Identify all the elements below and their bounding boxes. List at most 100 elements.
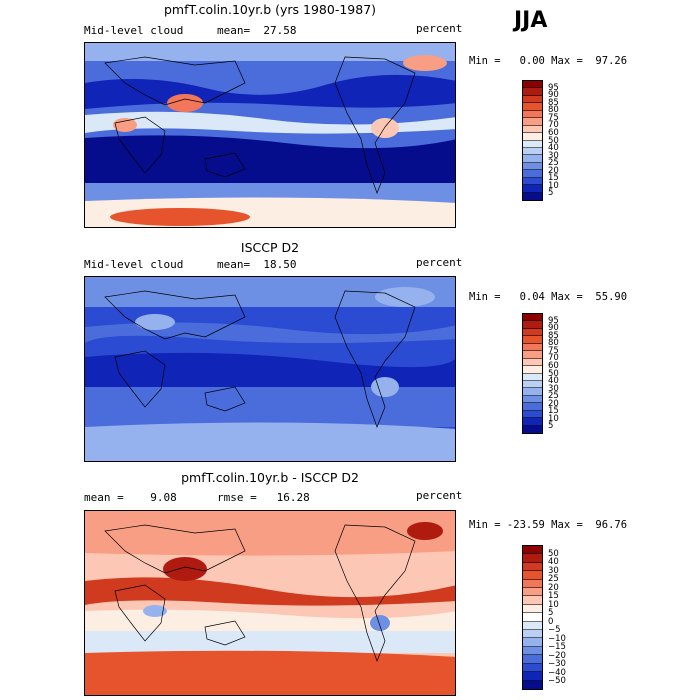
colorbar-swatch [523, 162, 542, 171]
colorbar-swatch [523, 388, 542, 396]
colorbar-swatch [523, 133, 542, 141]
colorbar-tick-label: −20 [548, 650, 566, 661]
panel-2-units: percent [416, 256, 463, 269]
panel-3-left-label: mean = 9.08 [84, 491, 177, 504]
colorbar-tick-label: 40 [548, 557, 559, 568]
colorbar-swatch [523, 321, 542, 329]
colorbar-swatch [523, 596, 542, 605]
colorbar-tick-label: 20 [548, 398, 559, 409]
colorbar-swatch [523, 410, 542, 419]
colorbar-tick-label: 20 [548, 165, 559, 176]
colorbar-swatch [523, 613, 542, 622]
colorbar-swatch [523, 579, 542, 589]
panel-2-mean: mean= 18.50 [217, 258, 297, 271]
colorbar-tick-label: 70 [548, 120, 559, 131]
colorbar-tick-label: 25 [548, 158, 559, 169]
colorbar-swatch [523, 604, 542, 614]
colorbar-tick-label: −40 [548, 667, 566, 678]
colorbar-tick-label: −30 [548, 659, 566, 670]
panel-1-mean: mean= 27.58 [217, 24, 297, 37]
panel-1-units: percent [416, 22, 463, 35]
panel-1-map [84, 42, 456, 228]
colorbar-tick-label: 95 [548, 315, 559, 326]
panel-1-map-svg [85, 43, 455, 227]
colorbar-swatch [523, 103, 542, 111]
colorbar-swatch [523, 373, 542, 381]
colorbar-swatch [523, 192, 542, 200]
colorbar-tick-label: 30 [548, 150, 559, 161]
colorbar-swatch [523, 403, 542, 411]
colorbar-swatch [523, 170, 542, 178]
colorbar-tick-label: 50 [548, 548, 559, 559]
colorbar-swatch [523, 418, 542, 426]
colorbar-swatch [523, 554, 542, 563]
colorbar-swatch [523, 95, 542, 104]
panel-3-rmse: rmse = 16.28 [217, 491, 310, 504]
colorbar-swatch [523, 140, 542, 148]
colorbar-tick-label: 50 [548, 368, 559, 379]
colorbar-swatch [523, 571, 542, 580]
panel-3-map-svg [85, 511, 455, 695]
colorbar-tick-label: 60 [548, 127, 559, 138]
colorbar-tick-label: 5 [548, 608, 554, 619]
panel-1-colorbar [522, 80, 543, 201]
panel-2-colorbar-ticks: 95 90 85 80 75 70 60 50 40 30 25 20 15 10 5 [548, 313, 588, 434]
colorbar-tick-label: 15 [548, 591, 559, 602]
colorbar-tick-label: 10 [548, 180, 559, 191]
colorbar-tick-label: 85 [548, 330, 559, 341]
season-label: JJA [514, 8, 548, 33]
colorbar-swatch [523, 562, 542, 572]
colorbar-swatch [523, 185, 542, 193]
colorbar-tick-label: 90 [548, 90, 559, 101]
colorbar-swatch [523, 425, 542, 433]
colorbar-swatch [523, 336, 542, 344]
colorbar-tick-label: 5 [548, 188, 554, 199]
colorbar-tick-label: 10 [548, 413, 559, 424]
panel-2-left-label: Mid-level cloud [84, 258, 184, 271]
panel-2-title: ISCCP D2 [240, 240, 300, 255]
colorbar-swatch [523, 366, 542, 374]
colorbar-swatch [523, 621, 542, 631]
colorbar-swatch [523, 110, 542, 119]
colorbar-tick-label: 25 [548, 574, 559, 585]
colorbar-tick-label: 0 [548, 616, 554, 627]
colorbar-swatch [523, 630, 542, 639]
colorbar-tick-label: −10 [548, 633, 566, 644]
colorbar-tick-label: 40 [548, 376, 559, 387]
colorbar-tick-label: 50 [548, 135, 559, 146]
colorbar-tick-label: 25 [548, 391, 559, 402]
colorbar-tick-label: 70 [548, 353, 559, 364]
colorbar-swatch [523, 588, 542, 597]
panel-2-map [84, 276, 456, 462]
panel-3-minmax: Min = -23.59 Max = 96.76 [469, 519, 628, 531]
colorbar-tick-label: 95 [548, 82, 559, 93]
colorbar-swatch [523, 655, 542, 664]
panel-1-left-label: Mid-level cloud [84, 24, 184, 37]
colorbar-swatch [523, 380, 542, 389]
panel-2-map-svg [85, 277, 455, 461]
colorbar-tick-label: 10 [548, 599, 559, 610]
colorbar-swatch [523, 351, 542, 359]
panel-2-minmax: Min = 0.04 Max = 55.90 [469, 291, 628, 303]
colorbar-tick-label: 85 [548, 97, 559, 108]
panel-3-colorbar-ticks: 50 40 30 25 20 15 10 5 0 −5 −10 −15 −20 −30 −40 −50 [548, 545, 588, 690]
colorbar-tick-label: 15 [548, 173, 559, 184]
colorbar-tick-label: 60 [548, 360, 559, 371]
panel-3-title: pmfT.colin.10yr.b - ISCCP D2 [181, 470, 359, 485]
colorbar-tick-label: 30 [548, 383, 559, 394]
colorbar-tick-label: −15 [548, 642, 566, 653]
colorbar-swatch [523, 118, 542, 126]
colorbar-tick-label: 40 [548, 143, 559, 154]
colorbar-swatch [523, 672, 542, 681]
panel-3-colorbar [522, 545, 543, 690]
colorbar-swatch [523, 358, 542, 367]
colorbar-swatch [523, 680, 542, 689]
colorbar-swatch [523, 395, 542, 404]
colorbar-tick-label: 30 [548, 565, 559, 576]
colorbar-swatch [523, 663, 542, 673]
colorbar-swatch [523, 546, 542, 555]
colorbar-tick-label: 5 [548, 421, 554, 432]
colorbar-tick-label: 75 [548, 345, 559, 356]
colorbar-swatch [523, 147, 542, 156]
colorbar-tick-label: 90 [548, 323, 559, 334]
